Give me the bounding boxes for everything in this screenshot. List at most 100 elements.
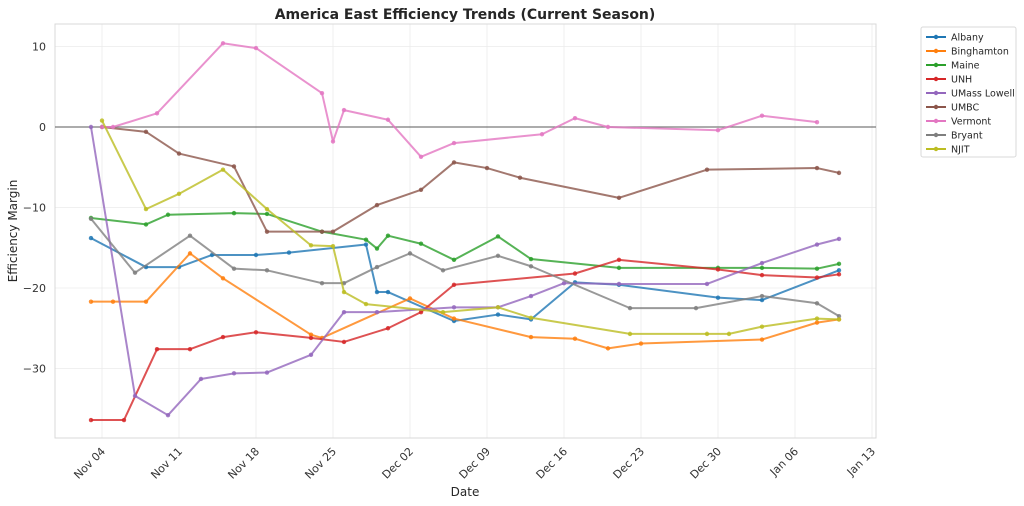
data-point-umass-lowell bbox=[561, 280, 567, 286]
data-point-vermont bbox=[814, 119, 820, 125]
data-point-binghamton bbox=[759, 337, 765, 342]
data-point-vermont bbox=[154, 111, 160, 116]
data-point-maine bbox=[616, 265, 622, 271]
data-point-bryant bbox=[693, 305, 699, 311]
data-point-unh bbox=[451, 282, 457, 287]
data-point-binghamton bbox=[572, 336, 578, 341]
legend-label: Binghamton bbox=[951, 47, 1009, 58]
x-tick-label: Nov 04 bbox=[71, 445, 108, 482]
data-point-vermont bbox=[715, 128, 721, 133]
data-point-umass-lowell bbox=[264, 370, 270, 375]
series-line-maine bbox=[90, 212, 840, 270]
data-point-bryant bbox=[407, 251, 413, 256]
legend-label: Albany bbox=[951, 33, 984, 44]
data-point-maine bbox=[231, 210, 237, 216]
data-point-umass-lowell bbox=[528, 293, 534, 299]
legend-swatch-marker bbox=[933, 48, 939, 54]
data-point-vermont bbox=[385, 117, 391, 122]
data-point-binghamton bbox=[605, 346, 611, 351]
data-point-maine bbox=[451, 257, 457, 263]
data-point-umbc bbox=[814, 165, 820, 171]
legend-swatch-marker bbox=[933, 132, 939, 138]
grid-layer bbox=[55, 24, 876, 438]
y-tick-label: 0 bbox=[39, 121, 46, 134]
data-point-binghamton bbox=[220, 276, 226, 281]
legend-label: UNH bbox=[951, 75, 972, 86]
x-tick-label: Jan 06 bbox=[767, 445, 801, 479]
data-point-umass-lowell bbox=[88, 124, 94, 130]
data-point-umbc bbox=[264, 229, 270, 234]
legend-swatch-marker bbox=[933, 146, 939, 152]
data-point-binghamton bbox=[308, 332, 314, 337]
data-point-vermont bbox=[341, 107, 347, 113]
legend-swatch-marker bbox=[933, 90, 939, 96]
data-point-umbc bbox=[176, 151, 182, 156]
data-point-vermont bbox=[572, 115, 578, 121]
data-point-vermont bbox=[99, 124, 105, 130]
legend-label: UMass Lowell bbox=[951, 89, 1015, 100]
data-point-vermont bbox=[759, 113, 765, 118]
y-tick-label: −10 bbox=[23, 202, 46, 215]
legend-item-umass-lowell: UMass Lowell bbox=[926, 89, 1015, 100]
data-point-binghamton bbox=[143, 299, 149, 304]
x-tick-label: Dec 09 bbox=[457, 445, 494, 482]
x-tick-label: Nov 18 bbox=[225, 445, 262, 482]
x-tick-label: Dec 16 bbox=[534, 445, 571, 482]
x-tick-label: Nov 25 bbox=[302, 445, 339, 482]
data-point-njit bbox=[528, 315, 534, 320]
data-point-umass-lowell bbox=[308, 352, 314, 358]
data-point-maine bbox=[264, 211, 270, 217]
data-point-maine bbox=[165, 212, 171, 217]
data-point-maine bbox=[528, 256, 534, 262]
data-point-njit bbox=[759, 324, 765, 329]
data-point-bryant bbox=[759, 293, 765, 299]
data-point-binghamton bbox=[451, 316, 457, 321]
data-point-vermont bbox=[220, 41, 226, 46]
data-point-maine bbox=[418, 241, 424, 246]
data-point-njit bbox=[330, 243, 336, 249]
legend-item-maine: Maine bbox=[926, 61, 980, 72]
data-point-binghamton bbox=[814, 320, 820, 325]
y-axis-label: Efficiency Margin bbox=[6, 180, 20, 283]
data-point-umbc bbox=[836, 170, 842, 176]
data-point-njit bbox=[704, 331, 710, 337]
data-point-binghamton bbox=[528, 334, 534, 340]
data-point-albany bbox=[715, 295, 721, 300]
data-point-albany bbox=[253, 252, 259, 258]
data-point-umbc bbox=[374, 202, 380, 208]
data-point-umass-lowell bbox=[836, 236, 842, 242]
data-point-maine bbox=[143, 222, 149, 227]
data-point-unh bbox=[308, 335, 314, 341]
data-point-umbc bbox=[704, 167, 710, 172]
series-line-vermont bbox=[102, 42, 818, 158]
data-point-unh bbox=[814, 275, 820, 280]
series-layer bbox=[88, 41, 842, 423]
series-bryant bbox=[88, 216, 842, 319]
series-vermont bbox=[99, 41, 820, 159]
data-point-unh bbox=[385, 326, 391, 331]
data-point-bryant bbox=[627, 305, 633, 311]
data-point-umass-lowell bbox=[451, 305, 457, 310]
series-unh bbox=[88, 257, 842, 423]
data-point-njit bbox=[363, 301, 369, 307]
data-point-unh bbox=[154, 346, 160, 352]
data-point-unh bbox=[836, 272, 842, 277]
data-point-umass-lowell bbox=[704, 281, 710, 287]
data-point-umass-lowell bbox=[341, 309, 347, 315]
data-point-bryant bbox=[836, 313, 842, 319]
data-point-unh bbox=[572, 271, 578, 276]
data-point-njit bbox=[440, 309, 446, 315]
data-point-maine bbox=[374, 246, 380, 251]
legend-box bbox=[920, 26, 1017, 158]
data-point-albany bbox=[374, 289, 380, 295]
data-point-vermont bbox=[605, 124, 611, 130]
data-point-umass-lowell bbox=[374, 309, 380, 315]
data-point-bryant bbox=[187, 233, 193, 238]
data-point-albany bbox=[88, 235, 94, 241]
data-point-bryant bbox=[88, 216, 94, 221]
data-point-maine bbox=[385, 233, 391, 238]
series-albany bbox=[88, 235, 842, 324]
data-point-bryant bbox=[231, 266, 237, 271]
